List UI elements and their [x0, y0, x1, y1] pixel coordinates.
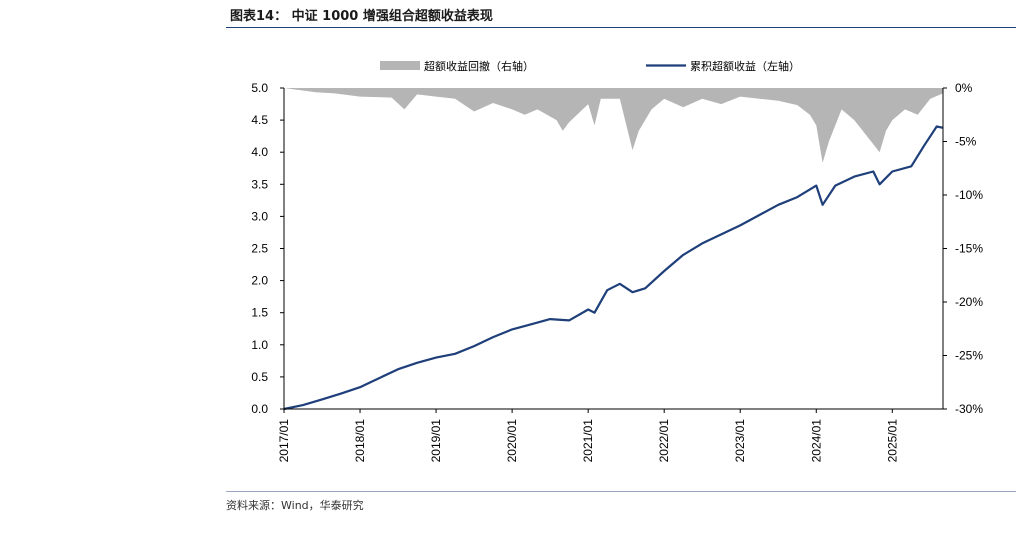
source-note: 资料来源：Wind，华泰研究 — [226, 499, 364, 512]
left-tick-label: 0.0 — [251, 402, 268, 416]
left-tick-label: 3.0 — [251, 209, 268, 223]
left-tick-label: 4.5 — [251, 113, 268, 127]
right-tick-label: -20% — [955, 295, 983, 309]
x-tick-label: 2020/01 — [505, 419, 519, 463]
left-tick-label: 3.5 — [251, 177, 268, 191]
right-tick-label: -30% — [955, 402, 983, 416]
x-tick-label: 2021/01 — [581, 419, 595, 463]
left-tick-label: 5.0 — [251, 81, 268, 95]
chart-title: 图表14： 中证 1000 增强组合超额收益表现 — [230, 9, 493, 24]
x-tick-label: 2018/01 — [353, 419, 367, 463]
right-tick-label: -15% — [955, 242, 983, 256]
cumulative-line-layer — [283, 125, 944, 411]
left-tick-label: 0.5 — [251, 370, 268, 384]
legend-label: 累积超额收益（左轴） — [690, 59, 800, 73]
x-tick-label: 2017/01 — [277, 419, 291, 463]
legend-label: 超额收益回撤（右轴） — [424, 59, 534, 73]
axes-layer: 0.0 0.5 1.0 1.5 2.0 2.5 3.0 3.5 4.0 4.5 5.0 0% -5% -1… — [251, 81, 983, 462]
right-tick-label: -10% — [955, 188, 983, 202]
right-tick-label: 0% — [955, 81, 973, 95]
left-tick-label: 4.0 — [251, 145, 268, 159]
x-tick-label: 2023/01 — [733, 419, 747, 463]
left-tick-label: 1.0 — [251, 338, 268, 352]
legend: 超额收益回撤（右轴） 累积超额收益（左轴） — [380, 59, 800, 73]
cumulative-excess-line — [283, 125, 944, 411]
left-tick-label: 1.5 — [251, 306, 268, 320]
drawdown-area — [284, 88, 943, 163]
title-divider — [226, 27, 1016, 28]
x-tick-label: 2024/01 — [809, 419, 823, 463]
left-tick-label: 2.5 — [251, 242, 268, 256]
drawdown-area-layer — [284, 88, 943, 163]
x-tick-label: 2022/01 — [657, 419, 671, 463]
right-tick-label: -5% — [955, 135, 977, 149]
legend-swatch-drawdown — [380, 61, 420, 70]
right-tick-label: -25% — [955, 349, 983, 363]
chart: 0.0 0.5 1.0 1.5 2.0 2.5 3.0 3.5 4.0 4.5 5.0 0% -5% -1… — [251, 59, 983, 462]
x-tick-label: 2025/01 — [885, 419, 899, 463]
x-tick-label: 2019/01 — [429, 419, 443, 463]
left-tick-label: 2.0 — [251, 274, 268, 288]
source-divider — [226, 491, 1016, 492]
